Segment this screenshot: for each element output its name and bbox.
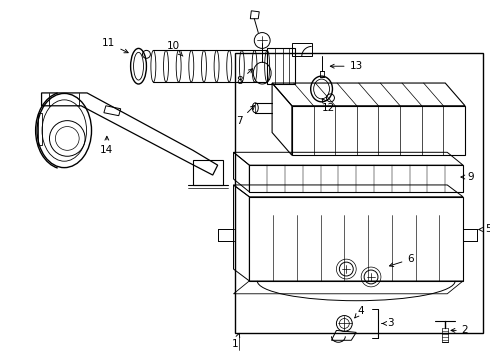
Text: 11: 11	[102, 39, 128, 53]
Text: 6: 6	[390, 254, 414, 267]
Text: 10: 10	[167, 41, 183, 56]
Text: 3: 3	[382, 319, 394, 328]
Text: 13: 13	[330, 61, 363, 71]
Text: 9: 9	[461, 172, 474, 182]
Text: 14: 14	[100, 136, 114, 155]
Text: 5: 5	[479, 225, 490, 234]
Text: 2: 2	[451, 325, 468, 336]
Text: 4: 4	[355, 306, 365, 318]
Text: 8: 8	[236, 69, 252, 86]
Text: 7: 7	[236, 105, 255, 126]
Text: 12: 12	[322, 99, 335, 113]
Bar	[235, 53, 483, 333]
Text: 1: 1	[232, 333, 240, 349]
